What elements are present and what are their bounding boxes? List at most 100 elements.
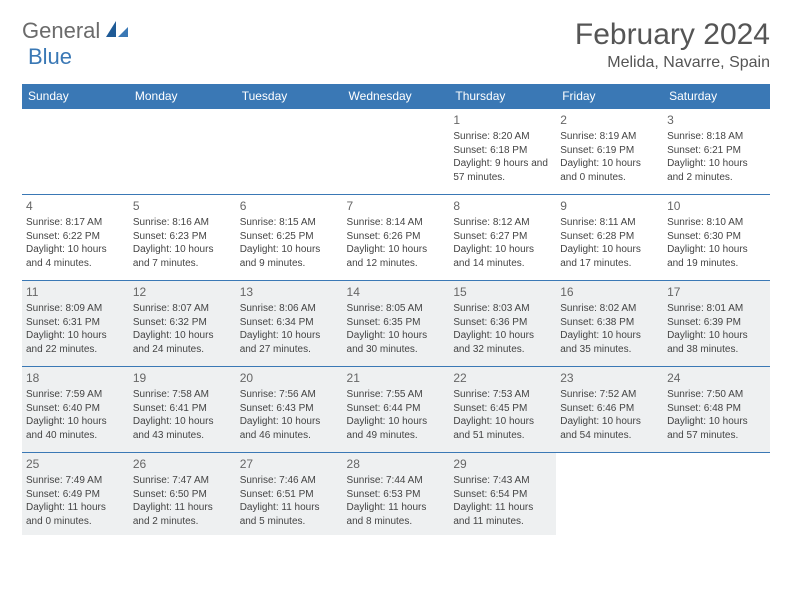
day-header: Sunday [22, 84, 129, 109]
sunrise-text: Sunrise: 8:20 AM [453, 130, 552, 144]
calendar-cell: 23Sunrise: 7:52 AMSunset: 6:46 PMDayligh… [556, 367, 663, 453]
daylight-text: Daylight: 10 hours and 24 minutes. [133, 329, 232, 356]
month-title: February 2024 [575, 18, 770, 52]
sunset-text: Sunset: 6:40 PM [26, 402, 125, 416]
calendar-cell: 27Sunrise: 7:46 AMSunset: 6:51 PMDayligh… [236, 453, 343, 535]
sunrise-text: Sunrise: 7:47 AM [133, 474, 232, 488]
calendar-cell: 24Sunrise: 7:50 AMSunset: 6:48 PMDayligh… [663, 367, 770, 453]
sunrise-text: Sunrise: 8:05 AM [347, 302, 446, 316]
sunrise-text: Sunrise: 7:46 AM [240, 474, 339, 488]
day-number: 27 [240, 456, 339, 472]
daylight-text: Daylight: 11 hours and 2 minutes. [133, 501, 232, 528]
sunrise-text: Sunrise: 7:44 AM [347, 474, 446, 488]
sunset-text: Sunset: 6:49 PM [26, 488, 125, 502]
calendar-week-row: 18Sunrise: 7:59 AMSunset: 6:40 PMDayligh… [22, 367, 770, 453]
sunset-text: Sunset: 6:44 PM [347, 402, 446, 416]
day-number: 14 [347, 284, 446, 300]
daylight-text: Daylight: 10 hours and 27 minutes. [240, 329, 339, 356]
day-header: Wednesday [343, 84, 450, 109]
calendar-cell: 13Sunrise: 8:06 AMSunset: 6:34 PMDayligh… [236, 281, 343, 367]
sunset-text: Sunset: 6:23 PM [133, 230, 232, 244]
calendar-cell: 25 Sunrise: 7:49 AMSunset: 6:49 PMDayligh… [22, 453, 129, 535]
calendar-cell: 8Sunrise: 8:12 AMSunset: 6:27 PMDaylight… [449, 195, 556, 281]
logo-sail-icon [104, 19, 130, 44]
sunset-text: Sunset: 6:18 PM [453, 144, 552, 158]
calendar-cell: 15Sunrise: 8:03 AMSunset: 6:36 PMDayligh… [449, 281, 556, 367]
sunset-text: Sunset: 6:43 PM [240, 402, 339, 416]
daylight-text: Daylight: 10 hours and 0 minutes. [560, 157, 659, 184]
day-number: 1 [453, 112, 552, 128]
sunset-text: Sunset: 6:27 PM [453, 230, 552, 244]
day-number: 3 [667, 112, 766, 128]
sunrise-text: Sunrise: 8:12 AM [453, 216, 552, 230]
sunset-text: Sunset: 6:38 PM [560, 316, 659, 330]
day-number: 17 [667, 284, 766, 300]
day-header: Thursday [449, 84, 556, 109]
sunrise-text: Sunrise: 8:15 AM [240, 216, 339, 230]
calendar-cell: 26 Sunrise: 7:47 AMSunset: 6:50 PMDayligh… [129, 453, 236, 535]
logo: General [22, 18, 132, 44]
calendar-cell [22, 109, 129, 195]
daylight-text: Daylight: 10 hours and 19 minutes. [667, 243, 766, 270]
calendar-cell [236, 109, 343, 195]
day-number: 20 [240, 370, 339, 386]
calendar-cell: 10Sunrise: 8:10 AMSunset: 6:30 PMDayligh… [663, 195, 770, 281]
day-number: 7 [347, 198, 446, 214]
calendar-cell: 9Sunrise: 8:11 AMSunset: 6:28 PMDaylight… [556, 195, 663, 281]
sunrise-text: Sunrise: 8:19 AM [560, 130, 659, 144]
title-block: February 2024 Melida, Navarre, Spain [575, 18, 770, 72]
sunset-text: Sunset: 6:53 PM [347, 488, 446, 502]
sunrise-text: Sunrise: 7:59 AM [26, 388, 125, 402]
calendar-cell: 16Sunrise: 8:02 AMSunset: 6:38 PMDayligh… [556, 281, 663, 367]
sunrise-text: Sunrise: 8:18 AM [667, 130, 766, 144]
sunrise-text: Sunrise: 8:17 AM [26, 216, 125, 230]
calendar-cell: 14Sunrise: 8:05 AMSunset: 6:35 PMDayligh… [343, 281, 450, 367]
calendar-week-row: 25Sunrise: 7:49 AMSunset: 6:49 PMDayligh… [22, 453, 770, 535]
sunrise-text: Sunrise: 8:02 AM [560, 302, 659, 316]
sunrise-text: Sunrise: 7:49 AM [26, 474, 125, 488]
sunset-text: Sunset: 6:36 PM [453, 316, 552, 330]
calendar-cell: 17Sunrise: 8:01 AMSunset: 6:39 PMDayligh… [663, 281, 770, 367]
calendar-cell: 1Sunrise: 8:20 AMSunset: 6:18 PMDaylight… [449, 109, 556, 195]
day-number: 26 [133, 456, 232, 472]
sunrise-text: Sunrise: 7:55 AM [347, 388, 446, 402]
calendar-cell [129, 109, 236, 195]
location: Melida, Navarre, Spain [575, 54, 770, 72]
sunset-text: Sunset: 6:46 PM [560, 402, 659, 416]
calendar-cell [343, 109, 450, 195]
sunset-text: Sunset: 6:50 PM [133, 488, 232, 502]
sunset-text: Sunset: 6:22 PM [26, 230, 125, 244]
daylight-text: Daylight: 11 hours and 0 minutes. [26, 501, 125, 528]
calendar-cell: 20Sunrise: 7:56 AMSunset: 6:43 PMDayligh… [236, 367, 343, 453]
day-number: 11 [26, 284, 125, 300]
calendar-cell: 28Sunrise: 7:44 AMSunset: 6:53 PMDayligh… [343, 453, 450, 535]
daylight-text: Daylight: 10 hours and 51 minutes. [453, 415, 552, 442]
sunrise-text: Sunrise: 7:56 AM [240, 388, 339, 402]
calendar-cell: 4Sunrise: 8:17 AMSunset: 6:22 PMDaylight… [22, 195, 129, 281]
sunrise-text: Sunrise: 8:03 AM [453, 302, 552, 316]
daylight-text: Daylight: 10 hours and 9 minutes. [240, 243, 339, 270]
calendar-week-row: 11Sunrise: 8:09 AMSunset: 6:31 PMDayligh… [22, 281, 770, 367]
day-number: 9 [560, 198, 659, 214]
calendar-week-row: 4Sunrise: 8:17 AMSunset: 6:22 PMDaylight… [22, 195, 770, 281]
sunrise-text: Sunrise: 8:16 AM [133, 216, 232, 230]
day-header: Monday [129, 84, 236, 109]
day-number: 25 [26, 456, 125, 472]
day-number: 2 [560, 112, 659, 128]
day-number: 15 [453, 284, 552, 300]
calendar-body: 1 Sunrise: 8:20 AMSunset: 6:18 PM Daylight… [22, 109, 770, 535]
sunset-text: Sunset: 6:30 PM [667, 230, 766, 244]
sunset-text: Sunset: 6:32 PM [133, 316, 232, 330]
sunrise-text: Sunrise: 8:14 AM [347, 216, 446, 230]
sunset-text: Sunset: 6:41 PM [133, 402, 232, 416]
sunrise-text: Sunrise: 7:52 AM [560, 388, 659, 402]
day-number: 16 [560, 284, 659, 300]
calendar-cell: 7Sunrise: 8:14 AMSunset: 6:26 PMDaylight… [343, 195, 450, 281]
sunrise-text: Sunrise: 8:07 AM [133, 302, 232, 316]
calendar-cell: 18Sunrise: 7:59 AMSunset: 6:40 PMDayligh… [22, 367, 129, 453]
daylight-text: Daylight: 10 hours and 30 minutes. [347, 329, 446, 356]
sunset-text: Sunset: 6:34 PM [240, 316, 339, 330]
daylight-text: Daylight: 10 hours and 12 minutes. [347, 243, 446, 270]
calendar-cell: 19Sunrise: 7:58 AMSunset: 6:41 PMDayligh… [129, 367, 236, 453]
sunset-text: Sunset: 6:25 PM [240, 230, 339, 244]
